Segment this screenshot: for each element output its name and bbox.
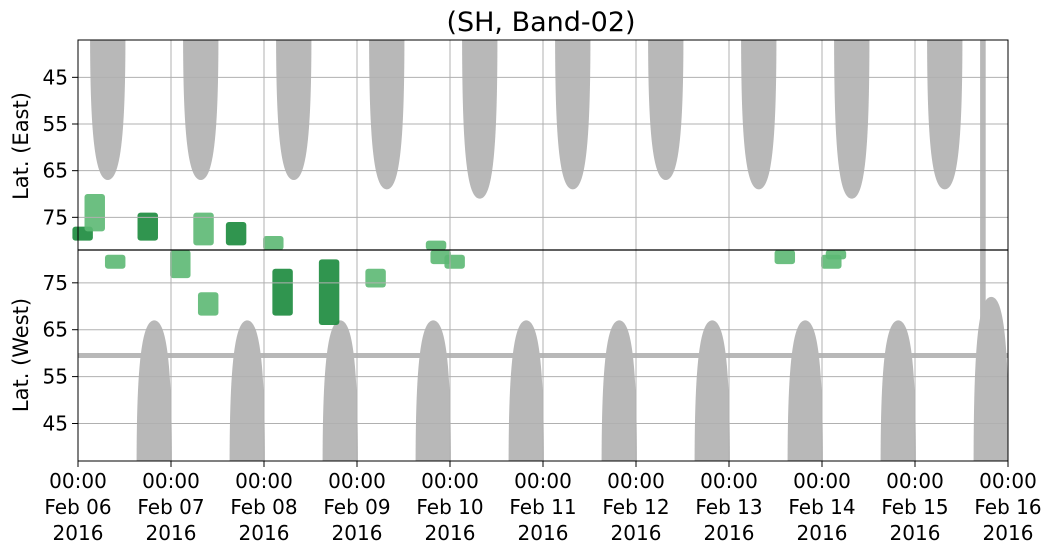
- detection-mark: [272, 268, 293, 316]
- no-data-east-dome: [183, 40, 219, 180]
- no-data-east-dome: [555, 40, 591, 190]
- no-data-east-dome: [462, 40, 498, 199]
- x-tick-label: 00:00 Feb 12 2016: [602, 469, 669, 545]
- y-tick-layer: 45 55 65 75 75 65 55 45: [43, 65, 78, 435]
- no-data-west-dome: [508, 320, 544, 461]
- no-data-east-dome: [276, 40, 312, 180]
- no-data-east-dome: [927, 40, 963, 190]
- detection-mark: [444, 254, 465, 269]
- no-data-east-dome: [741, 40, 777, 190]
- no-data-east-dome: [369, 40, 405, 190]
- no-data-west-dome: [229, 320, 265, 461]
- detection-mark: [193, 212, 214, 246]
- y-axis-label-east: Lat. (East): [9, 92, 33, 200]
- x-tick-label: 00:00 Feb 15 2016: [881, 469, 948, 545]
- x-tick-label: 00:00 Feb 06 2016: [44, 469, 111, 545]
- no-data-west-dome: [973, 296, 1008, 461]
- detection-mark: [104, 254, 126, 269]
- y-tick-label-east: 45: [43, 65, 68, 89]
- no-data-west-dome: [601, 320, 637, 461]
- no-data-west-dome: [787, 320, 823, 461]
- x-tick-label: 00:00 Feb 10 2016: [416, 469, 483, 545]
- no-data-west-dome: [415, 320, 451, 461]
- y-tick-label-west: 65: [43, 318, 68, 342]
- no-data-east: [90, 40, 963, 199]
- detection-mark: [84, 194, 105, 232]
- detection-mark: [425, 240, 447, 250]
- detection-mark: [774, 250, 796, 265]
- x-tick-label: 00:00 Feb 13 2016: [695, 469, 762, 545]
- no-data-east-dome: [90, 40, 126, 180]
- detection-mark: [137, 212, 158, 241]
- y-tick-label-east: 65: [43, 159, 68, 183]
- detection-mark: [197, 292, 219, 316]
- no-data-west-dome: [322, 320, 358, 461]
- no-data-west-dome: [136, 320, 172, 461]
- x-tick-label: 00:00 Feb 14 2016: [788, 469, 855, 545]
- no-data-east-dome: [648, 40, 684, 180]
- x-tick-label: 00:00 Feb 11 2016: [509, 469, 576, 545]
- x-tick-layer: 00:00 Feb 06 2016 00:00 Feb 07 2016 00:00 Feb 0…: [44, 461, 1042, 545]
- y-axis-label-west: Lat. (West): [9, 298, 33, 412]
- detection-mark: [318, 259, 340, 326]
- y-tick-label-west: 45: [43, 411, 68, 435]
- detection-mark: [825, 250, 847, 260]
- y-tick-label-east: 55: [43, 112, 68, 136]
- no-data-east-dome: [834, 40, 870, 199]
- x-tick-label: 00:00 Feb 07 2016: [137, 469, 204, 545]
- detection-layer: [72, 194, 847, 326]
- y-tick-label-east: 75: [43, 205, 68, 229]
- detection-mark: [365, 268, 386, 288]
- no-data-west-dome: [694, 320, 730, 461]
- no-data-west-dome: [880, 320, 916, 461]
- detection-mark: [170, 250, 191, 279]
- y-tick-label-west: 55: [43, 365, 68, 389]
- detection-mark: [225, 222, 247, 246]
- x-tick-label: 00:00 Feb 16 2016: [974, 469, 1041, 545]
- chart-title: (SH, Band-02): [446, 7, 635, 38]
- y-tick-label-west: 75: [43, 271, 68, 295]
- detection-mark: [263, 236, 284, 250]
- x-tick-label: 00:00 Feb 08 2016: [230, 469, 297, 545]
- x-tick-label: 00:00 Feb 09 2016: [323, 469, 390, 545]
